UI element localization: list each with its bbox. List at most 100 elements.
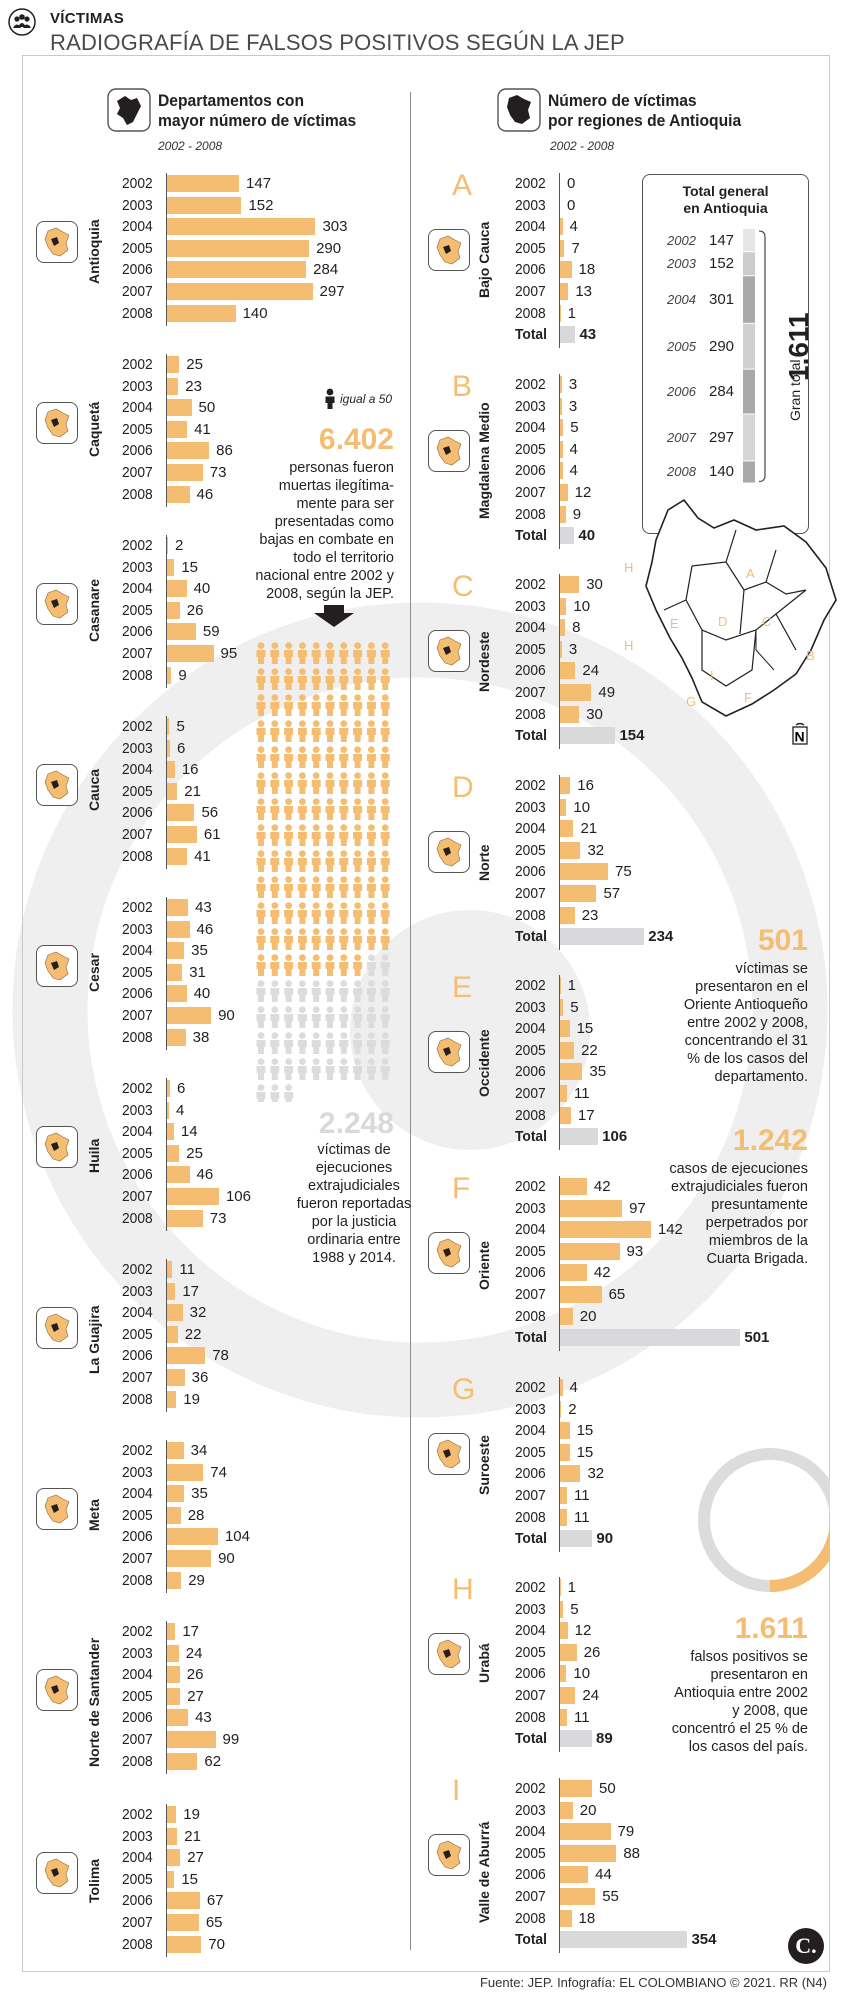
dept-row: 2007 36 bbox=[122, 1367, 402, 1389]
region-bar bbox=[560, 820, 574, 838]
dept-row: 2006 67 bbox=[122, 1890, 402, 1912]
region-row: 2003 3 bbox=[515, 396, 815, 418]
pictogram-person-highlight bbox=[270, 798, 280, 820]
pictogram-person-highlight bbox=[380, 824, 390, 846]
region-row: 2006 75 bbox=[515, 861, 815, 883]
dept-bar-value: 147 bbox=[246, 175, 272, 192]
region-row-year: 2005 bbox=[515, 440, 546, 458]
dept-row-year: 2002 bbox=[122, 718, 153, 735]
dept-bar-value: 26 bbox=[186, 1666, 204, 1684]
dept-row-year: 2008 bbox=[122, 485, 153, 503]
total-general-segment bbox=[743, 414, 755, 461]
region-bar bbox=[560, 906, 575, 924]
total-general-value: 152 bbox=[709, 255, 735, 273]
dept-row: 2007 90 bbox=[122, 1548, 402, 1570]
region-row-year: 2002 bbox=[515, 376, 546, 393]
pictogram-person-highlight bbox=[366, 668, 376, 690]
dept-row-year: 2007 bbox=[122, 1187, 153, 1205]
region-row: 2006 18 bbox=[515, 259, 815, 281]
dept-bar-value: 6 bbox=[176, 1080, 186, 1097]
region-row-year: 2005 bbox=[515, 239, 546, 257]
dept-bar-value: 17 bbox=[182, 1623, 200, 1640]
pictogram-person-grey bbox=[270, 1084, 280, 1102]
pictogram-person-grey bbox=[284, 1084, 294, 1102]
pictogram-person-highlight bbox=[256, 824, 266, 846]
region-total-row: Total 234 bbox=[515, 926, 815, 948]
pictogram-person-highlight bbox=[366, 824, 376, 846]
dept-row-year: 2006 bbox=[122, 261, 153, 279]
region-bar-value: 3 bbox=[568, 397, 578, 415]
region-letter-e: E bbox=[452, 971, 473, 1004]
total-general-box: Total general en Antioquia Gran total 1.6… bbox=[642, 174, 814, 534]
region-bar-value: 10 bbox=[573, 798, 591, 816]
region-total-row: Total 501 bbox=[515, 1327, 815, 1349]
dept-axis bbox=[166, 173, 167, 327]
dept-row-year: 2003 bbox=[122, 920, 153, 938]
region-row-year: 2005 bbox=[515, 640, 546, 658]
pictogram-person-highlight bbox=[270, 668, 280, 690]
pictogram-person-highlight bbox=[311, 902, 321, 924]
region-bar-value: 12 bbox=[574, 483, 592, 501]
dept-bar-value: 41 bbox=[194, 847, 211, 865]
pictogram-person-grey bbox=[380, 980, 390, 1002]
dept-row-year: 2002 bbox=[122, 537, 153, 554]
dept-row: 2003 17 bbox=[122, 1281, 402, 1303]
region-bar-value: 20 bbox=[579, 1801, 597, 1819]
dept-row-year: 2008 bbox=[122, 1935, 153, 1953]
dept-row-year: 2003 bbox=[122, 558, 153, 576]
region-total-value: 154 bbox=[619, 727, 645, 745]
region-row: 2003 5 bbox=[515, 1599, 815, 1621]
region-bar bbox=[560, 239, 565, 257]
pictogram-person-highlight bbox=[297, 954, 307, 976]
region-row: 2002 42 bbox=[515, 1176, 815, 1198]
dept-row-year: 2008 bbox=[122, 847, 153, 865]
dept-row-year: 2003 bbox=[122, 377, 153, 395]
header-tag: VÍCTIMAS bbox=[50, 10, 125, 27]
dept-bar-value: 2 bbox=[174, 537, 184, 554]
region-bar bbox=[560, 597, 567, 615]
region-axis bbox=[559, 1176, 560, 1351]
pictogram-person-highlight bbox=[366, 798, 376, 820]
dept-row: 2007 65 bbox=[122, 1912, 402, 1934]
dept-map-meta-icon bbox=[36, 1487, 78, 1530]
dept-bar-value: 90 bbox=[218, 1549, 235, 1567]
region-axis bbox=[559, 173, 560, 348]
dept-bar-value: 59 bbox=[202, 623, 220, 641]
region-row: 2007 11 bbox=[515, 1083, 815, 1105]
region-row-year: 2002 bbox=[515, 576, 546, 593]
pictogram-person-highlight bbox=[284, 642, 294, 664]
pictogram-person-grey bbox=[325, 980, 335, 1002]
dept-bar bbox=[167, 1485, 185, 1503]
region-bar-value: 0 bbox=[567, 175, 576, 192]
dept-row: 2007 90 bbox=[122, 1005, 402, 1027]
region-letter-h: H bbox=[452, 1573, 474, 1606]
dept-row-year: 2004 bbox=[122, 218, 153, 236]
dept-bar-value: 297 bbox=[319, 282, 345, 300]
dept-row-year: 2006 bbox=[122, 442, 153, 460]
region-bar bbox=[560, 1041, 575, 1059]
dept-bar bbox=[167, 644, 214, 662]
dept-bar-value: 56 bbox=[201, 804, 219, 822]
pictogram-person-highlight bbox=[353, 668, 363, 690]
pictogram-person-highlight bbox=[380, 746, 390, 768]
pictogram-person-highlight bbox=[366, 694, 376, 716]
antioquia-share-arc bbox=[698, 1448, 830, 1592]
dept-row-year: 2002 bbox=[122, 1806, 153, 1823]
pictogram-person-grey bbox=[297, 1058, 307, 1080]
dept-bar bbox=[167, 558, 175, 576]
region-bar-value: 32 bbox=[587, 841, 605, 859]
region-name-bajo-cauca: Bajo Cauca bbox=[476, 222, 492, 299]
region-letter-g: G bbox=[452, 1373, 476, 1406]
dept-map-casanare-icon bbox=[36, 582, 78, 625]
region-total-row: Total 40 bbox=[515, 525, 815, 547]
region-bar bbox=[560, 1242, 620, 1260]
region-row: 2006 32 bbox=[515, 1463, 815, 1485]
region-row: 2004 79 bbox=[515, 1821, 815, 1843]
dept-bar bbox=[167, 399, 192, 417]
dept-row-year: 2002 bbox=[122, 899, 153, 916]
pictogram-person-highlight bbox=[270, 772, 280, 794]
dept-bar bbox=[167, 1101, 169, 1119]
region-row-year: 2002 bbox=[515, 1579, 546, 1596]
dept-row-year: 2007 bbox=[122, 1730, 153, 1748]
dept-bar bbox=[167, 196, 242, 214]
